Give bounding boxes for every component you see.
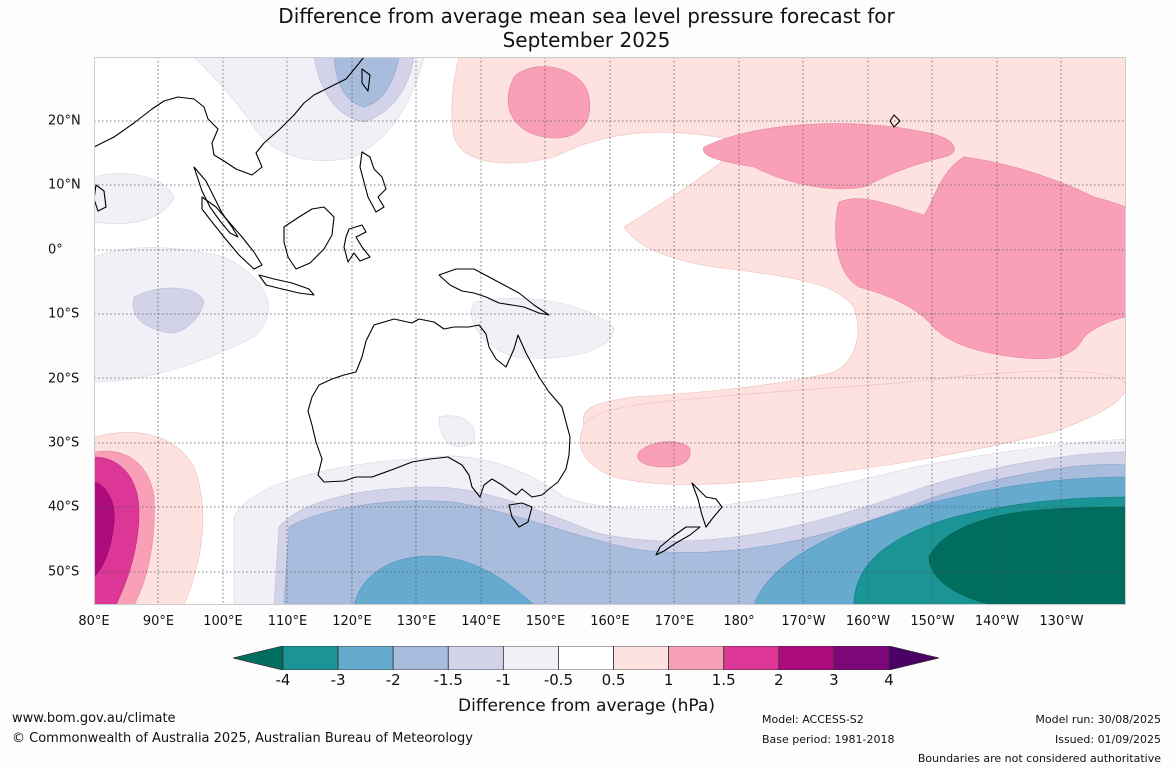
footer-issued: Issued: 01/09/2025 — [1054, 733, 1161, 746]
colorbar-cells — [233, 646, 939, 670]
tasmania-coastline — [508, 502, 533, 528]
lat-label: 10°S — [48, 306, 80, 322]
anomaly-region-pos1-central — [703, 123, 955, 190]
colorbar-label: 0.5 — [601, 671, 626, 689]
colorbar-title: Difference from average (hPa) — [458, 696, 715, 716]
colorbar — [233, 646, 939, 670]
colorbar-extend-low — [233, 646, 284, 670]
anomaly-region-neg2-south — [353, 555, 535, 605]
sulawesi-coastline — [343, 224, 371, 263]
lon-label: 80°E — [78, 614, 110, 629]
anomaly-region-neg15-north — [333, 57, 400, 108]
colorbar-cell — [833, 646, 890, 670]
footer-model-run: Model run: 30/08/2025 — [1035, 713, 1161, 726]
anomaly-region-pos1-east — [835, 156, 1126, 360]
pressure-anomaly-map — [94, 57, 1126, 605]
lat-label: 0° — [48, 242, 63, 258]
colorbar-label: -1.5 — [433, 671, 463, 689]
anomaly-region-pos05-tasman — [579, 370, 1126, 485]
colorbar-label: 4 — [884, 671, 894, 689]
lat-label: 40°S — [48, 499, 80, 515]
footer-model: Model: ACCESS-S2 — [762, 713, 864, 726]
colorbar-label: 1 — [663, 671, 674, 689]
lat-label: 20°S — [48, 371, 80, 387]
lon-label: 150°E — [525, 614, 566, 629]
colorbar-cell — [447, 646, 504, 670]
colorbar-cell — [558, 646, 614, 670]
colorbar-cell — [392, 646, 449, 670]
footer-url: www.bom.gov.au/climate — [12, 711, 176, 726]
colorbar-cell — [778, 646, 835, 670]
colorbar-cell — [668, 646, 725, 670]
colorbar-label: -4 — [275, 671, 291, 689]
australia-coastline — [307, 318, 571, 498]
footer-base-period: Base period: 1981-2018 — [762, 733, 895, 746]
anomaly-region-neg1-west — [132, 287, 205, 334]
colorbar-label: 3 — [829, 671, 839, 689]
anomaly-region-neg05-aus — [438, 415, 476, 447]
lon-label: 120°E — [332, 614, 372, 629]
coastlines — [94, 57, 901, 556]
lon-label: 150°W — [910, 614, 955, 629]
anomaly-region-pos2-west — [94, 481, 115, 578]
colorbar-extend-high — [888, 646, 939, 670]
map-title: Difference from average mean sea level p… — [0, 4, 1173, 52]
lon-label: 170°W — [781, 614, 826, 629]
new-zealand-south-coastline — [655, 526, 701, 556]
new-guinea-coastline — [438, 268, 550, 316]
anomaly-region-neg4-southeast — [928, 506, 1126, 605]
title-line-1: Difference from average mean sea level p… — [278, 4, 895, 28]
southeast-asia-coastline — [94, 57, 365, 176]
colorbar-cell — [282, 646, 339, 670]
map-frame — [94, 57, 1126, 605]
colorbar-label: 1.5 — [711, 671, 736, 689]
lon-label: 140°E — [461, 614, 501, 629]
footer-disclaimer: Boundaries are not considered authoritat… — [917, 752, 1161, 765]
philippines-coastline — [359, 151, 387, 213]
lon-label: 160°E — [590, 614, 630, 629]
taiwan-coastline — [361, 68, 371, 92]
colorbar-cell — [613, 646, 670, 670]
colorbar-label: -3 — [330, 671, 346, 689]
lat-label: 10°N — [48, 177, 81, 193]
colorbar-label: -0.5 — [543, 671, 574, 689]
new-zealand-north-coastline — [691, 482, 723, 528]
title-line-2: September 2025 — [502, 28, 671, 52]
lon-label: 130°W — [1039, 614, 1084, 629]
colorbar-cell — [723, 646, 780, 670]
colorbar-label: 2 — [774, 671, 784, 689]
footer-copyright: © Commonwealth of Australia 2025, Austra… — [12, 731, 473, 746]
lon-label: 160°W — [845, 614, 891, 629]
java-coastline — [258, 274, 315, 296]
hawaii-coastline — [889, 114, 901, 128]
lon-label: 110°E — [267, 614, 308, 629]
lon-label: 140°W — [974, 614, 1020, 629]
borneo-coastline — [283, 206, 335, 270]
lon-label: 90°E — [142, 614, 175, 629]
lon-label: 180° — [723, 614, 755, 629]
anomaly-region-neg05-coral — [471, 297, 615, 359]
colorbar-cell — [337, 646, 394, 670]
colorbar-label: -2 — [385, 671, 401, 689]
gridlines — [94, 57, 1126, 605]
lon-label: 170°E — [654, 614, 695, 629]
colorbar-label: -1 — [495, 671, 511, 689]
anomaly-region-pos1-north — [507, 66, 591, 139]
anomaly-region-pos1-tasman — [637, 441, 691, 468]
lat-label: 30°S — [48, 435, 80, 451]
colorbar-cell — [502, 646, 559, 670]
lat-label: 50°S — [48, 564, 80, 580]
malay-peninsula-coastline — [193, 166, 239, 238]
lon-label: 100°E — [203, 614, 243, 629]
lon-label: 130°E — [396, 614, 437, 629]
lat-label: 20°N — [48, 113, 81, 129]
anomaly-region-neg05-west-small — [94, 173, 175, 225]
